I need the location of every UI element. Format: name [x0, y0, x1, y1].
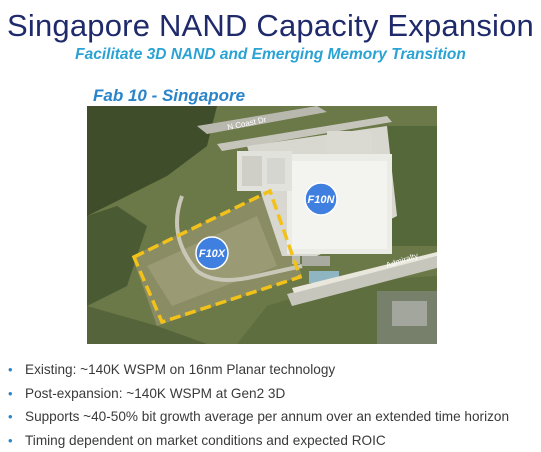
- bullet-list: • Existing: ~140K WSPM on 16nm Planar tec…: [8, 358, 509, 452]
- svg-text:F10N: F10N: [308, 194, 336, 206]
- marker-f10n: F10N: [304, 182, 338, 216]
- bullet-item: • Supports ~40-50% bit growth average per…: [8, 405, 509, 429]
- bullet-marker: •: [8, 409, 13, 424]
- slide-subtitle: Facilitate 3D NAND and Emerging Memory T…: [75, 46, 466, 63]
- bullet-item: • Post-expansion: ~140K WSPM at Gen2 3D: [8, 382, 509, 406]
- bullet-text: Timing dependent on market conditions an…: [25, 432, 386, 448]
- bullet-marker: •: [8, 385, 13, 401]
- bullet-marker: •: [8, 432, 13, 448]
- bullet-item: • Timing dependent on market conditions a…: [8, 429, 509, 452]
- fab-label: Fab 10 - Singapore: [93, 86, 246, 105]
- svg-text:F10X: F10X: [199, 248, 226, 260]
- bullet-marker: •: [8, 362, 13, 377]
- marker-f10x: F10X: [195, 236, 229, 270]
- bullet-text: Post-expansion: ~140K WSPM at Gen2 3D: [25, 385, 286, 401]
- bullet-text: Supports ~40-50% bit growth average per …: [25, 409, 510, 424]
- slide-title: Singapore NAND Capacity Expansion: [7, 8, 534, 43]
- bullet-item: • Existing: ~140K WSPM on 16nm Planar tec…: [8, 358, 509, 382]
- bullet-text: Existing: ~140K WSPM on 16nm Planar tech…: [25, 362, 336, 377]
- aerial-photo: N Coast Dr Admiralty F10N F10X: [87, 106, 437, 344]
